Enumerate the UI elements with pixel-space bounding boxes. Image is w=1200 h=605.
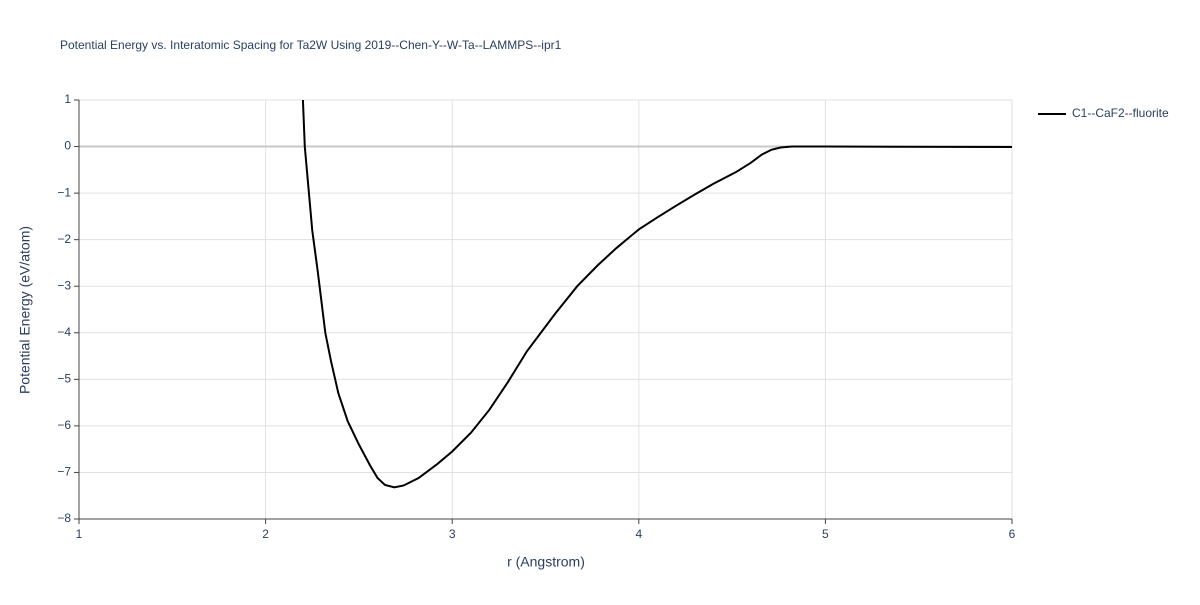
y-tick-label: −6 <box>57 418 71 432</box>
y-tick-label: −3 <box>57 278 71 292</box>
y-tick-label: 0 <box>64 139 71 153</box>
y-axis-label: Potential Energy (eV/atom) <box>17 226 33 394</box>
y-tick-label: −1 <box>57 185 71 199</box>
y-tick-label: −2 <box>57 232 71 246</box>
x-tick-label: 3 <box>449 527 456 541</box>
legend-label: C1--CaF2--fluorite <box>1072 106 1169 120</box>
y-tick-label: 1 <box>64 92 71 106</box>
y-tick-label: −8 <box>57 511 71 525</box>
x-axis-label: r (Angstrom) <box>507 554 585 570</box>
x-tick-label: 4 <box>635 527 642 541</box>
x-tick-label: 2 <box>262 527 269 541</box>
y-tick-label: −5 <box>57 372 71 386</box>
line-series <box>301 99 1013 489</box>
y-tick-label: −4 <box>57 325 71 339</box>
chart-title: Potential Energy vs. Interatomic Spacing… <box>60 38 562 52</box>
y-tick-label: −7 <box>57 465 71 479</box>
x-tick-label: 1 <box>76 527 83 541</box>
x-tick-label: 6 <box>1009 527 1016 541</box>
x-tick-label: 5 <box>822 527 829 541</box>
